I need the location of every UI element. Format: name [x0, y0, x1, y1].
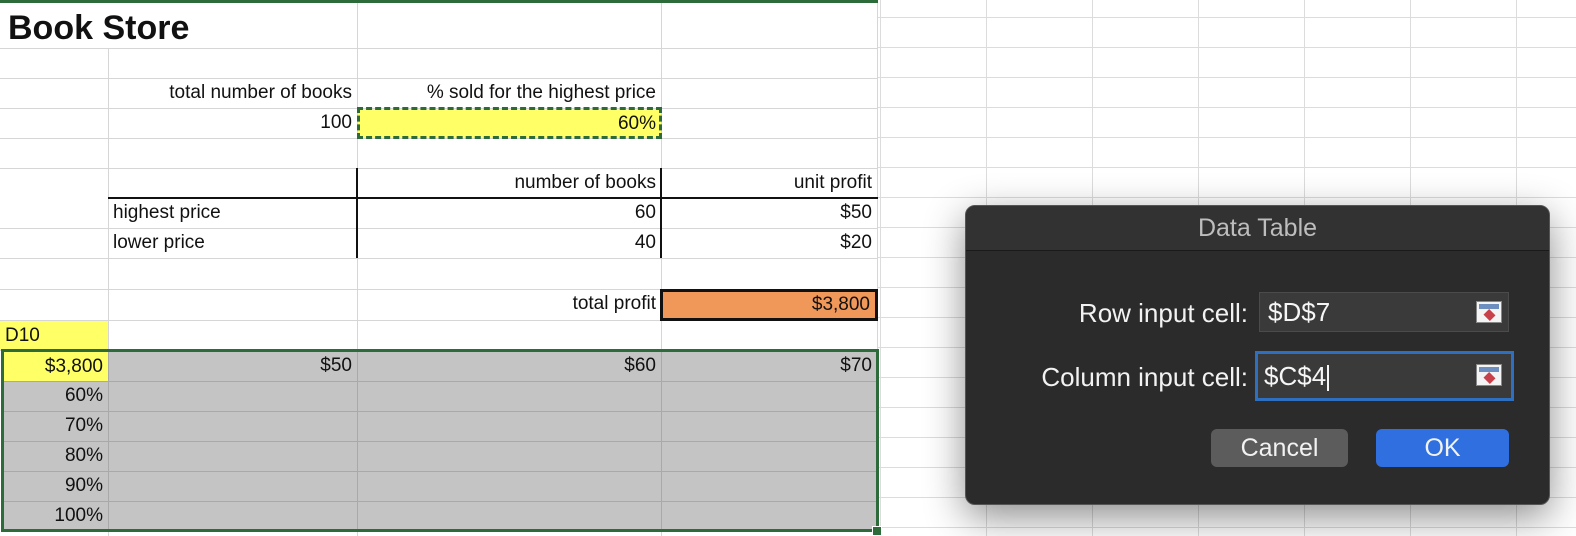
copy-marquee: [357, 107, 662, 139]
highest-number-cell[interactable]: 60: [634, 202, 656, 223]
lower-number-cell[interactable]: 40: [634, 232, 656, 253]
reference-cell-d10[interactable]: D10: [0, 321, 108, 350]
column-input-label: Column input cell:: [1041, 362, 1248, 392]
row-line: [0, 48, 878, 49]
row-lower-price[interactable]: lower price: [113, 232, 205, 253]
selection-border: [1, 349, 879, 532]
data-table-col-header[interactable]: $60: [624, 355, 656, 376]
data-table-col-header[interactable]: $70: [840, 355, 872, 376]
table-border: [356, 168, 358, 258]
data-table-row-header[interactable]: 70%: [64, 415, 103, 436]
row-line: [0, 168, 878, 169]
row-input-field[interactable]: $D$7: [1259, 292, 1509, 332]
row-line: [2, 411, 877, 412]
header-pct-sold[interactable]: % sold for the highest price: [426, 82, 656, 103]
active-tab-indicator: [0, 0, 878, 3]
data-table-row-header[interactable]: 90%: [64, 475, 103, 496]
row-line: [2, 381, 877, 382]
data-table-row-header[interactable]: 100%: [54, 505, 103, 526]
total-profit-cell[interactable]: $3,800: [660, 289, 878, 321]
data-table-corner-cell[interactable]: $3,800: [3, 352, 108, 381]
header-total-books[interactable]: total number of books: [169, 82, 352, 103]
row-line: [0, 320, 878, 321]
data-table-col-header[interactable]: $50: [320, 355, 352, 376]
lower-unit-profit-cell[interactable]: $20: [840, 232, 872, 253]
row-line: [0, 289, 878, 290]
column-input-value: $C$4: [1264, 361, 1327, 391]
header-number-of-books[interactable]: number of books: [514, 172, 656, 193]
sheet-title: Book Store: [8, 9, 190, 47]
fill-handle[interactable]: [872, 526, 882, 536]
range-selector-icon[interactable]: [1476, 301, 1502, 323]
col-line: [357, 0, 358, 536]
dialog-title: Data Table: [1197, 214, 1318, 242]
col-line: [877, 0, 878, 536]
table-border: [108, 197, 878, 199]
row-line: [0, 78, 878, 79]
total-profit-label[interactable]: total profit: [572, 293, 656, 314]
row-highest-price[interactable]: highest price: [113, 202, 221, 223]
pct-sold-cell[interactable]: 60%: [358, 109, 661, 138]
row-line: [2, 471, 877, 472]
dialog-titlebar[interactable]: [966, 206, 1549, 251]
header-unit-profit[interactable]: unit profit: [793, 172, 872, 193]
cancel-button[interactable]: Cancel: [1211, 429, 1348, 467]
ok-button[interactable]: OK: [1376, 429, 1509, 467]
row-line: [0, 228, 878, 229]
data-table-row-header[interactable]: 80%: [64, 445, 103, 466]
row-line: [0, 258, 878, 259]
column-input-field[interactable]: $C$4: [1255, 351, 1514, 401]
row-input-value: $D$7: [1268, 297, 1331, 327]
text-caret: [1327, 365, 1330, 392]
highest-unit-profit-cell[interactable]: $50: [840, 202, 872, 223]
table-border: [660, 168, 662, 258]
row-line: [2, 501, 877, 502]
total-books-cell[interactable]: 100: [320, 112, 352, 133]
data-table-dialog[interactable]: Data Table Row input cell: $D$7 Column i…: [965, 205, 1550, 505]
col-line: [108, 48, 109, 536]
range-selector-icon[interactable]: [1476, 364, 1502, 386]
row-input-label: Row input cell:: [1078, 298, 1248, 328]
row-line: [2, 441, 877, 442]
data-table-row-header[interactable]: 60%: [64, 385, 103, 406]
col-line: [661, 0, 662, 536]
